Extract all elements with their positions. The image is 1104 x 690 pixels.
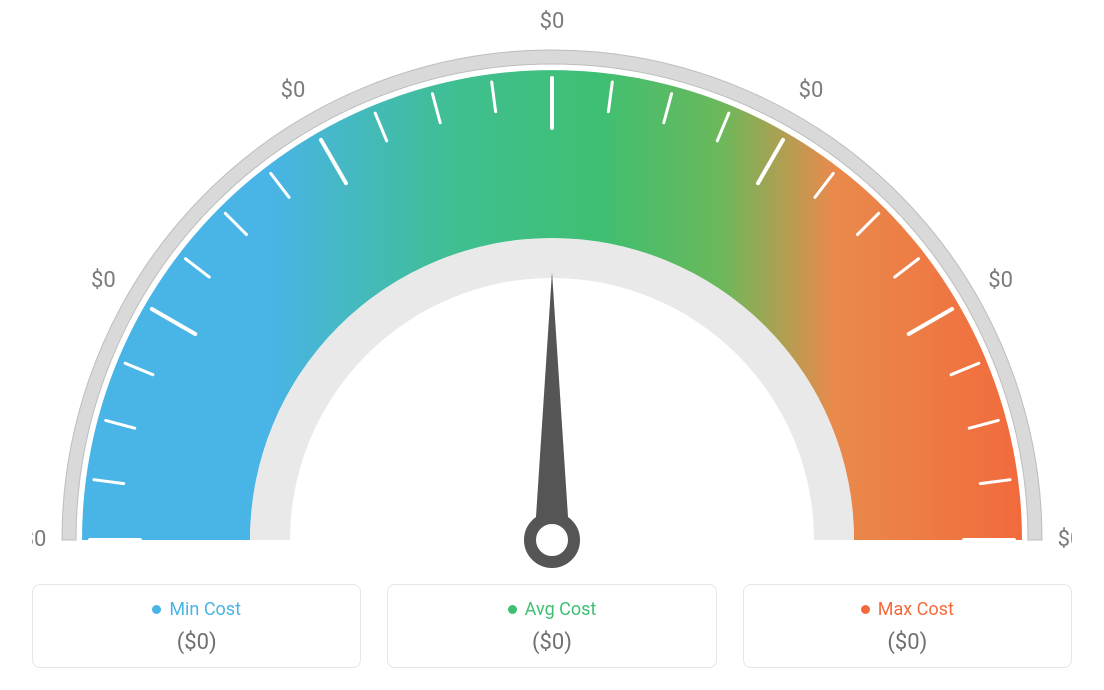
gauge-tick-label: $0 [32, 527, 46, 552]
legend-title-avg: Avg Cost [508, 599, 597, 620]
dot-icon [508, 605, 517, 614]
legend-title-min: Min Cost [152, 599, 241, 620]
cost-gauge-container: $0 $0 $0 $0 $0 $0 $0 Min Cost ($0) Avg Cost ($… [0, 0, 1104, 690]
legend-row: Min Cost ($0) Avg Cost ($0) Max Cost ($0… [32, 584, 1072, 668]
gauge-tick-label: $0 [799, 78, 824, 103]
legend-card-max: Max Cost ($0) [743, 584, 1072, 668]
gauge-tick-label: $0 [988, 268, 1013, 293]
legend-label: Avg Cost [525, 599, 597, 620]
gauge-tick-label: $0 [91, 268, 116, 293]
legend-value: ($0) [398, 630, 705, 655]
gauge-tick-label: $0 [1058, 527, 1072, 552]
legend-card-avg: Avg Cost ($0) [387, 584, 716, 668]
legend-value: ($0) [43, 630, 350, 655]
legend-value: ($0) [754, 630, 1061, 655]
dot-icon [861, 605, 870, 614]
gauge-svg: $0 $0 $0 $0 $0 $0 $0 [32, 10, 1072, 580]
gauge-tick-label: $0 [281, 78, 306, 103]
gauge-tick-label: $0 [540, 10, 565, 34]
legend-label: Min Cost [169, 599, 241, 620]
legend-title-max: Max Cost [861, 599, 954, 620]
legend-label: Max Cost [878, 599, 954, 620]
legend-card-min: Min Cost ($0) [32, 584, 361, 668]
dot-icon [152, 605, 161, 614]
gauge-needle [530, 272, 574, 562]
gauge-chart: $0 $0 $0 $0 $0 $0 $0 [32, 10, 1072, 580]
